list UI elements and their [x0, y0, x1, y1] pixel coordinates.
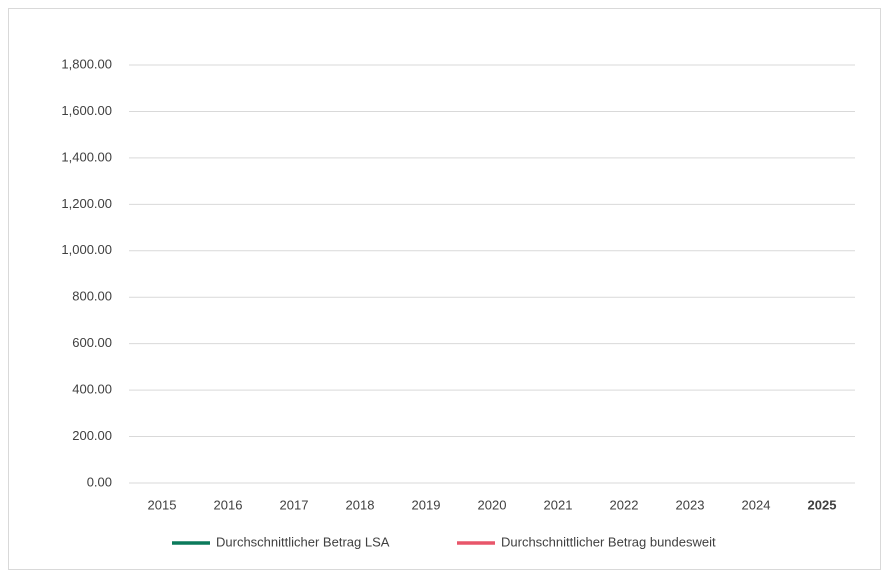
x-tick-label: 2018 — [346, 497, 375, 512]
y-tick-label: 800.00 — [72, 289, 112, 304]
y-tick-label: 1,400.00 — [61, 149, 112, 164]
x-tick-label: 2015 — [148, 497, 177, 512]
legend-label: Durchschnittlicher Betrag LSA — [216, 534, 390, 549]
x-tick-label: 2016 — [214, 497, 243, 512]
y-tick-label: 200.00 — [72, 428, 112, 443]
x-tick-label: 2017 — [280, 497, 309, 512]
y-tick-label: 400.00 — [72, 382, 112, 397]
x-tick-label: 2023 — [676, 497, 705, 512]
x-tick-label: 2021 — [544, 497, 573, 512]
x-tick-label: 2020 — [478, 497, 507, 512]
y-tick-label: 1,800.00 — [61, 56, 112, 71]
x-tick-label: 2024 — [742, 497, 771, 512]
y-tick-label: 600.00 — [72, 335, 112, 350]
x-tick-label: 2019 — [412, 497, 441, 512]
y-tick-label: 1,200.00 — [61, 196, 112, 211]
legend-label: Durchschnittlicher Betrag bundesweit — [501, 534, 716, 549]
y-tick-label: 1,600.00 — [61, 103, 112, 118]
y-tick-label: 1,000.00 — [61, 242, 112, 257]
x-tick-label: 2025 — [808, 497, 837, 512]
x-tick-label: 2022 — [610, 497, 639, 512]
chart-frame — [8, 8, 881, 570]
y-tick-label: 0.00 — [87, 474, 112, 489]
